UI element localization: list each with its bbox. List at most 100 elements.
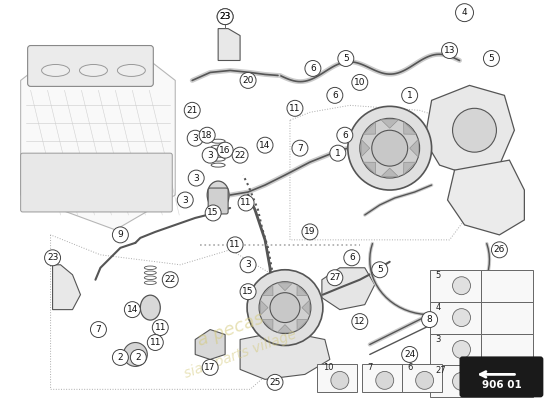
Text: 21: 21 [186, 106, 198, 115]
FancyBboxPatch shape [317, 364, 357, 392]
Circle shape [130, 350, 146, 366]
Text: 11: 11 [289, 104, 301, 113]
Circle shape [247, 270, 323, 346]
Text: 22: 22 [164, 275, 176, 284]
Circle shape [112, 227, 128, 243]
Circle shape [402, 346, 417, 362]
Circle shape [45, 250, 60, 266]
Text: a pecas: a pecas [194, 309, 266, 350]
Polygon shape [381, 168, 399, 177]
Circle shape [337, 127, 353, 143]
Circle shape [199, 127, 215, 143]
Polygon shape [195, 330, 225, 360]
Circle shape [442, 42, 458, 58]
Text: 10: 10 [323, 364, 333, 372]
Polygon shape [260, 300, 268, 315]
Circle shape [123, 342, 147, 366]
Circle shape [184, 102, 200, 118]
Circle shape [455, 4, 474, 22]
Circle shape [453, 277, 470, 295]
Circle shape [492, 242, 508, 258]
Text: sian parts village: sian parts village [182, 328, 298, 381]
FancyBboxPatch shape [430, 270, 481, 302]
Text: 15: 15 [207, 208, 219, 218]
Text: 5: 5 [436, 271, 441, 280]
Circle shape [217, 9, 233, 25]
Circle shape [188, 170, 204, 186]
Text: 4: 4 [461, 8, 468, 17]
Polygon shape [404, 122, 416, 134]
Circle shape [453, 108, 497, 152]
Circle shape [504, 372, 522, 390]
Circle shape [270, 293, 300, 322]
Polygon shape [361, 139, 370, 157]
Text: 24: 24 [404, 350, 415, 359]
Text: 3: 3 [436, 334, 441, 344]
Text: 27: 27 [436, 366, 446, 375]
Circle shape [330, 145, 346, 161]
Circle shape [240, 72, 256, 88]
Polygon shape [363, 162, 376, 175]
Text: 9: 9 [118, 230, 123, 239]
Circle shape [202, 360, 218, 375]
FancyBboxPatch shape [208, 188, 228, 214]
Circle shape [302, 224, 318, 240]
Text: 23: 23 [219, 12, 231, 21]
Text: 11: 11 [229, 240, 241, 249]
Circle shape [305, 60, 321, 76]
Text: 19: 19 [304, 227, 316, 236]
Text: 1: 1 [335, 149, 340, 158]
Circle shape [344, 250, 360, 266]
Circle shape [453, 340, 470, 358]
Text: 3: 3 [192, 134, 198, 143]
Ellipse shape [140, 295, 160, 320]
Circle shape [327, 270, 343, 286]
Text: 4: 4 [436, 303, 441, 312]
Text: 5: 5 [488, 54, 494, 63]
Circle shape [453, 372, 470, 390]
Circle shape [227, 237, 243, 253]
Circle shape [352, 314, 368, 330]
Circle shape [352, 74, 368, 90]
Text: 3: 3 [193, 174, 199, 182]
Polygon shape [363, 122, 376, 134]
Circle shape [331, 372, 349, 389]
Circle shape [372, 130, 408, 166]
Polygon shape [381, 120, 399, 128]
Ellipse shape [207, 181, 229, 209]
Text: 15: 15 [243, 287, 254, 296]
Circle shape [360, 118, 420, 178]
Polygon shape [21, 46, 175, 230]
Text: 6: 6 [342, 131, 348, 140]
Text: 6: 6 [349, 253, 355, 262]
Text: 13: 13 [444, 46, 455, 55]
Circle shape [152, 320, 168, 336]
FancyBboxPatch shape [430, 366, 481, 397]
Text: 1: 1 [407, 91, 412, 100]
Circle shape [232, 147, 248, 163]
Text: 2: 2 [118, 353, 123, 362]
Circle shape [402, 87, 417, 103]
Circle shape [348, 106, 432, 190]
Polygon shape [277, 324, 293, 332]
Text: 12: 12 [354, 317, 365, 326]
Circle shape [147, 334, 163, 350]
Polygon shape [448, 160, 524, 235]
Text: 23: 23 [219, 12, 231, 21]
Ellipse shape [80, 64, 107, 76]
Polygon shape [425, 85, 514, 175]
Circle shape [453, 309, 470, 326]
Polygon shape [404, 162, 416, 175]
Ellipse shape [117, 64, 145, 76]
Circle shape [287, 100, 303, 116]
FancyBboxPatch shape [21, 153, 172, 212]
Text: 11: 11 [240, 198, 252, 208]
Text: 6: 6 [310, 64, 316, 73]
FancyBboxPatch shape [481, 366, 534, 397]
Polygon shape [53, 265, 80, 310]
Text: 2: 2 [487, 366, 493, 375]
Circle shape [177, 192, 193, 208]
Circle shape [202, 147, 218, 163]
Circle shape [187, 130, 203, 146]
Text: 16: 16 [219, 146, 231, 155]
